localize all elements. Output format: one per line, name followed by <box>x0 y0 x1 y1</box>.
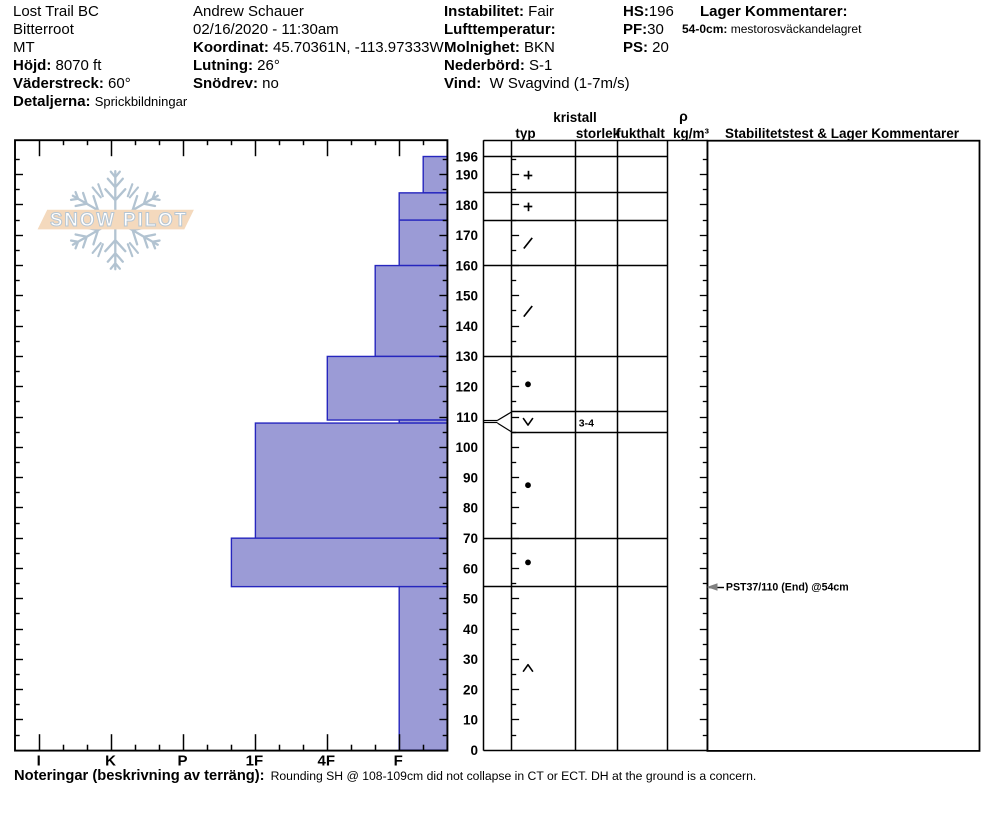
svg-text:0: 0 <box>470 743 478 758</box>
svg-text:150: 150 <box>455 289 478 304</box>
svg-text:SNOW PILOT: SNOW PILOT <box>50 210 188 231</box>
svg-text:ρ: ρ <box>679 108 688 124</box>
svg-text:typ: typ <box>515 126 535 141</box>
svg-text:30: 30 <box>463 652 478 667</box>
svg-text:K: K <box>105 753 116 770</box>
svg-text:60: 60 <box>463 561 478 576</box>
svg-text:170: 170 <box>455 228 478 243</box>
svg-text:140: 140 <box>455 319 478 334</box>
svg-text:90: 90 <box>463 470 478 485</box>
svg-text:Noteringar (beskrivning av ter: Noteringar (beskrivning av terräng): <box>14 768 265 784</box>
svg-text:190: 190 <box>455 167 478 182</box>
svg-text:kristall: kristall <box>553 110 597 125</box>
svg-text:Stabilitetstest & Lager Kommen: Stabilitetstest & Lager Kommentarer <box>725 126 960 141</box>
svg-text:120: 120 <box>455 380 478 395</box>
svg-text:PST37/110 (End) @54cm: PST37/110 (End) @54cm <box>726 581 849 593</box>
svg-text:kg/m³: kg/m³ <box>673 126 710 141</box>
svg-text:180: 180 <box>455 198 478 213</box>
svg-text:I: I <box>37 753 41 770</box>
svg-text:40: 40 <box>463 622 478 637</box>
svg-text:Rounding SH @ 108-109cm did no: Rounding SH @ 108-109cm did not collapse… <box>271 769 757 783</box>
svg-text:70: 70 <box>463 531 478 546</box>
svg-text:100: 100 <box>455 440 478 455</box>
svg-text:fukthalt: fukthalt <box>616 126 665 141</box>
svg-text:P: P <box>177 753 187 770</box>
svg-text:4F: 4F <box>318 753 336 770</box>
svg-text:110: 110 <box>456 410 478 425</box>
svg-text:196: 196 <box>455 149 478 164</box>
svg-text:50: 50 <box>463 592 478 607</box>
svg-text:80: 80 <box>463 501 478 516</box>
svg-text:160: 160 <box>455 258 478 273</box>
svg-text:1F: 1F <box>246 753 264 770</box>
svg-text:storlek: storlek <box>576 126 621 141</box>
svg-text:10: 10 <box>463 713 478 728</box>
svg-text:F: F <box>394 753 403 770</box>
svg-text:3-4: 3-4 <box>579 417 594 429</box>
svg-text:20: 20 <box>463 682 478 697</box>
svg-text:130: 130 <box>455 349 478 364</box>
